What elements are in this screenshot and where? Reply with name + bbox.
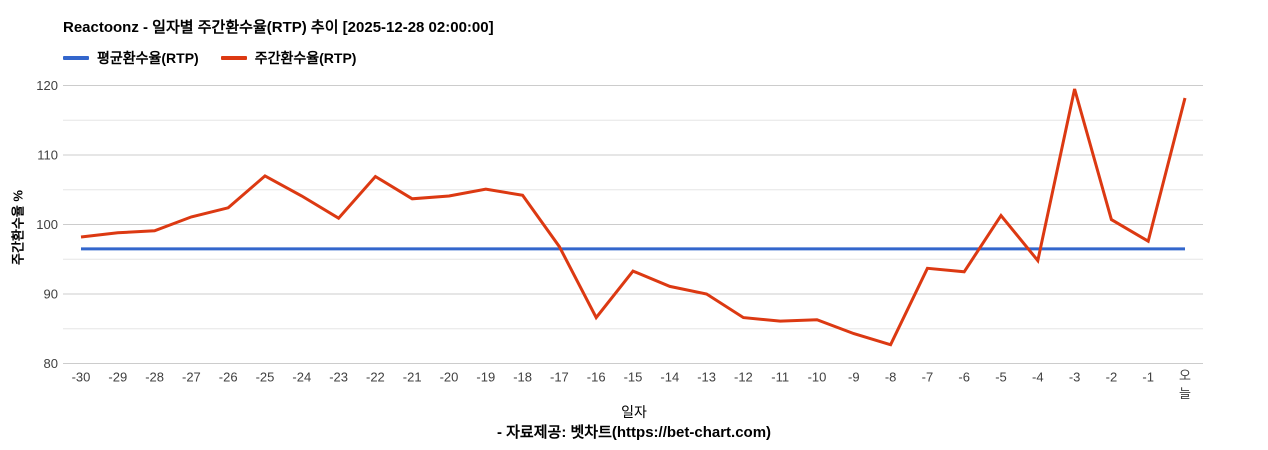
x-tick-label: -3: [1069, 370, 1081, 385]
line-chart-plot-area: 80 90 100 110 120 -30 -29 -28 -27 -26 -25 -24 -23 -22…: [36, 78, 1203, 401]
legend-item-average-rtp: 평균환수율(RTP): [63, 48, 199, 68]
x-tick-label: -7: [922, 370, 934, 385]
y-tick-label: 120: [36, 78, 58, 93]
x-tick-label: -4: [1032, 370, 1044, 385]
x-tick-label: -25: [256, 370, 275, 385]
x-tick-label: -1: [1142, 370, 1154, 385]
x-tick-label: -5: [995, 370, 1007, 385]
x-tick-label: -19: [476, 370, 495, 385]
x-tick-label: -21: [403, 370, 422, 385]
x-tick-label: -23: [329, 370, 348, 385]
x-tick-label: -20: [440, 370, 459, 385]
x-tick-label: -8: [885, 370, 897, 385]
x-axis-title: 일자: [621, 404, 647, 420]
weekly-line-series: [80, 88, 1187, 347]
x-tick-label: -6: [958, 370, 970, 385]
legend-label-weekly-rtp: 주간환수율(RTP): [254, 50, 357, 66]
chart-footer-attribution: - 자료제공: 벳차트(https://bet-chart.com): [496, 424, 772, 441]
x-tick-label: -24: [292, 370, 311, 385]
legend-label-average-rtp: 평균환수율(RTP): [97, 50, 199, 66]
x-tick-label: -26: [219, 370, 238, 385]
x-tick-label: -9: [848, 370, 860, 385]
y-tick-label: 80: [44, 356, 58, 371]
x-tick-label: -13: [697, 370, 716, 385]
y-tick-label: 90: [44, 287, 58, 302]
x-tick-label: -14: [660, 370, 679, 385]
y-tick-label: 100: [36, 217, 58, 232]
x-tick-label: -11: [771, 370, 789, 385]
chart-title: Reactoonz - 일자별 주간환수율(RTP) 추이 [2025-12-2…: [63, 19, 494, 36]
x-tick-label: -29: [108, 370, 127, 385]
x-tick-label: -12: [734, 370, 753, 385]
weekly-line-swatch: [220, 56, 247, 60]
x-tick-label: -17: [550, 370, 569, 385]
legend-item-weekly-rtp: 주간환수율(RTP): [220, 48, 357, 68]
x-tick-label: -27: [182, 370, 201, 385]
y-tick-label: 110: [37, 148, 58, 163]
x-tick-label: -18: [513, 370, 532, 385]
x-tick-label: -28: [145, 370, 164, 385]
average-line-swatch: [63, 56, 89, 60]
x-tick-label: -30: [72, 370, 91, 385]
x-tick-label: -15: [624, 370, 643, 385]
x-tick-label: -22: [366, 370, 385, 385]
chart-legend: 평균환수율(RTP) 주간환수율(RTP): [63, 48, 356, 68]
x-tick-label: -10: [808, 370, 827, 385]
x-tick-label: -16: [587, 370, 606, 385]
x-tick-label: -2: [1106, 370, 1118, 385]
